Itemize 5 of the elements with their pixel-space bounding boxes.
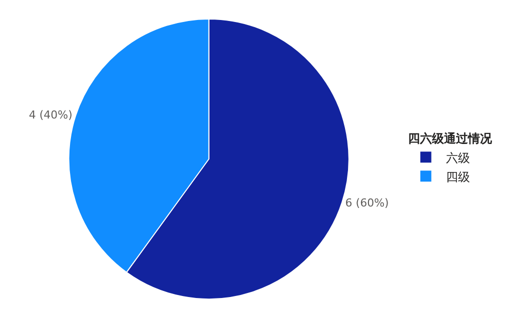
legend-label: 六级 <box>446 150 470 165</box>
legend-title: 四六级通过情况 <box>408 132 493 146</box>
data-label: 4 (40%) <box>28 108 72 122</box>
legend-label: 四级 <box>446 170 470 184</box>
data-label: 6 (60%) <box>345 196 389 210</box>
